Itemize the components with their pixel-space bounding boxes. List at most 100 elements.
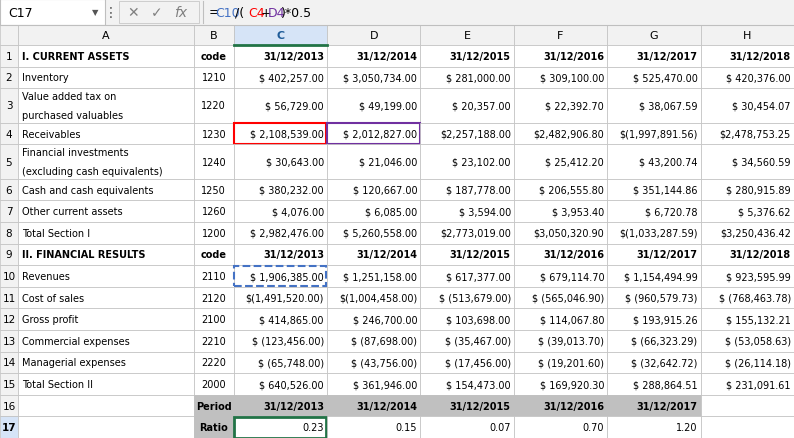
Bar xyxy=(514,287,607,309)
Bar xyxy=(514,330,607,352)
Text: $(1,491,520.00): $(1,491,520.00) xyxy=(245,293,324,303)
Bar xyxy=(514,89,607,124)
Bar xyxy=(194,352,233,373)
Text: 16: 16 xyxy=(2,401,16,411)
Text: 2110: 2110 xyxy=(202,272,226,281)
Text: 2120: 2120 xyxy=(202,293,226,303)
Text: H: H xyxy=(743,31,751,41)
Text: D: D xyxy=(369,31,378,41)
Text: $ 193,915.26: $ 193,915.26 xyxy=(633,314,698,325)
Text: $ 169,920.30: $ 169,920.30 xyxy=(540,379,604,389)
Text: 31/12/2014: 31/12/2014 xyxy=(357,401,418,411)
Text: 31/12/2015: 31/12/2015 xyxy=(449,401,511,411)
Text: $ 30,454.07: $ 30,454.07 xyxy=(733,101,791,111)
Bar xyxy=(327,330,420,352)
Bar xyxy=(607,46,700,67)
Text: )*0.5: )*0.5 xyxy=(280,7,311,19)
Text: 1240: 1240 xyxy=(202,157,226,167)
Text: $ 1,154,494.99: $ 1,154,494.99 xyxy=(624,272,698,281)
Bar xyxy=(194,145,233,180)
Bar xyxy=(233,395,327,417)
Text: 31/12/2016: 31/12/2016 xyxy=(543,401,604,411)
Text: Period: Period xyxy=(196,401,232,411)
Bar xyxy=(0,145,18,180)
Text: $ (19,201.60): $ (19,201.60) xyxy=(538,357,604,367)
Text: $ (66,323.29): $ (66,323.29) xyxy=(631,336,698,346)
Text: 31/12/2017: 31/12/2017 xyxy=(637,401,698,411)
Bar xyxy=(194,180,233,201)
Text: $2,257,188.00: $2,257,188.00 xyxy=(440,129,511,139)
Text: 1200: 1200 xyxy=(202,228,226,238)
Bar xyxy=(607,124,700,145)
Bar xyxy=(514,373,607,395)
Bar xyxy=(194,89,233,124)
Bar xyxy=(607,395,700,417)
Text: $ 206,555.80: $ 206,555.80 xyxy=(539,185,604,195)
Text: $ 120,667.00: $ 120,667.00 xyxy=(353,185,418,195)
Text: $(1,997,891.56): $(1,997,891.56) xyxy=(619,129,698,139)
Bar xyxy=(700,373,794,395)
Bar xyxy=(18,373,194,395)
Text: C4: C4 xyxy=(248,7,264,19)
Text: 0.70: 0.70 xyxy=(583,422,604,432)
Text: 0.15: 0.15 xyxy=(396,422,418,432)
Text: 31/12/2013: 31/12/2013 xyxy=(263,401,324,411)
Bar xyxy=(700,145,794,180)
Bar xyxy=(0,0,105,26)
Text: 9: 9 xyxy=(6,250,13,260)
Bar xyxy=(700,395,794,417)
Text: $3,050,320.90: $3,050,320.90 xyxy=(534,228,604,238)
Bar xyxy=(700,330,794,352)
Bar xyxy=(700,46,794,67)
Bar xyxy=(420,265,514,287)
Text: $ 155,132.21: $ 155,132.21 xyxy=(727,314,791,325)
Text: $ 380,232.00: $ 380,232.00 xyxy=(260,185,324,195)
Text: $ (513,679.00): $ (513,679.00) xyxy=(438,293,511,303)
Text: 15: 15 xyxy=(2,379,16,389)
Bar xyxy=(700,309,794,330)
Text: $ 281,000.00: $ 281,000.00 xyxy=(446,73,511,83)
Text: Inventory: Inventory xyxy=(22,73,68,83)
Bar xyxy=(0,26,18,46)
Bar xyxy=(607,330,700,352)
Text: D4: D4 xyxy=(268,7,285,19)
Bar xyxy=(514,26,607,46)
Text: $ 22,392.70: $ 22,392.70 xyxy=(545,101,604,111)
Bar xyxy=(18,145,194,180)
Bar xyxy=(0,46,18,67)
Text: 17: 17 xyxy=(2,422,17,432)
Bar xyxy=(233,352,327,373)
Text: $ 25,412.20: $ 25,412.20 xyxy=(545,157,604,167)
Text: Total Section I: Total Section I xyxy=(22,228,91,238)
Bar xyxy=(607,287,700,309)
Bar xyxy=(233,265,327,287)
Bar xyxy=(420,201,514,223)
Bar xyxy=(234,124,326,145)
Text: 31/12/2013: 31/12/2013 xyxy=(263,250,324,260)
Bar xyxy=(233,67,327,89)
Text: $ 6,085.00: $ 6,085.00 xyxy=(365,207,418,217)
Text: $ 2,982,476.00: $ 2,982,476.00 xyxy=(250,228,324,238)
Bar xyxy=(327,26,420,46)
Bar xyxy=(18,124,194,145)
Text: 1220: 1220 xyxy=(202,101,226,111)
Bar xyxy=(18,265,194,287)
Bar xyxy=(18,223,194,244)
Text: 2: 2 xyxy=(6,73,13,83)
Bar xyxy=(327,395,420,417)
Text: $ 5,260,558.00: $ 5,260,558.00 xyxy=(343,228,418,238)
Bar xyxy=(18,26,194,46)
Text: $ (32,642.72): $ (32,642.72) xyxy=(631,357,698,367)
Text: 31/12/2017: 31/12/2017 xyxy=(637,52,698,62)
Bar xyxy=(327,124,420,145)
Text: $2,478,753.25: $2,478,753.25 xyxy=(719,129,791,139)
Bar xyxy=(233,330,327,352)
Bar xyxy=(234,266,326,287)
Text: $ 351,144.86: $ 351,144.86 xyxy=(633,185,698,195)
Text: Ratio: Ratio xyxy=(199,422,228,432)
Bar xyxy=(420,309,514,330)
Text: 8: 8 xyxy=(6,228,13,238)
Text: code: code xyxy=(201,250,227,260)
Bar xyxy=(233,417,327,438)
Bar xyxy=(607,201,700,223)
